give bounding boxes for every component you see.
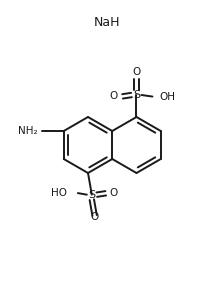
Text: OH: OH — [159, 92, 175, 102]
Text: O: O — [91, 213, 99, 222]
Text: NaH: NaH — [94, 16, 120, 29]
Text: O: O — [110, 188, 118, 198]
Text: S: S — [88, 190, 95, 200]
Text: S: S — [133, 90, 140, 100]
Text: HO: HO — [51, 188, 67, 198]
Text: O: O — [132, 67, 141, 77]
Text: O: O — [109, 91, 118, 101]
Text: NH₂: NH₂ — [18, 126, 38, 136]
